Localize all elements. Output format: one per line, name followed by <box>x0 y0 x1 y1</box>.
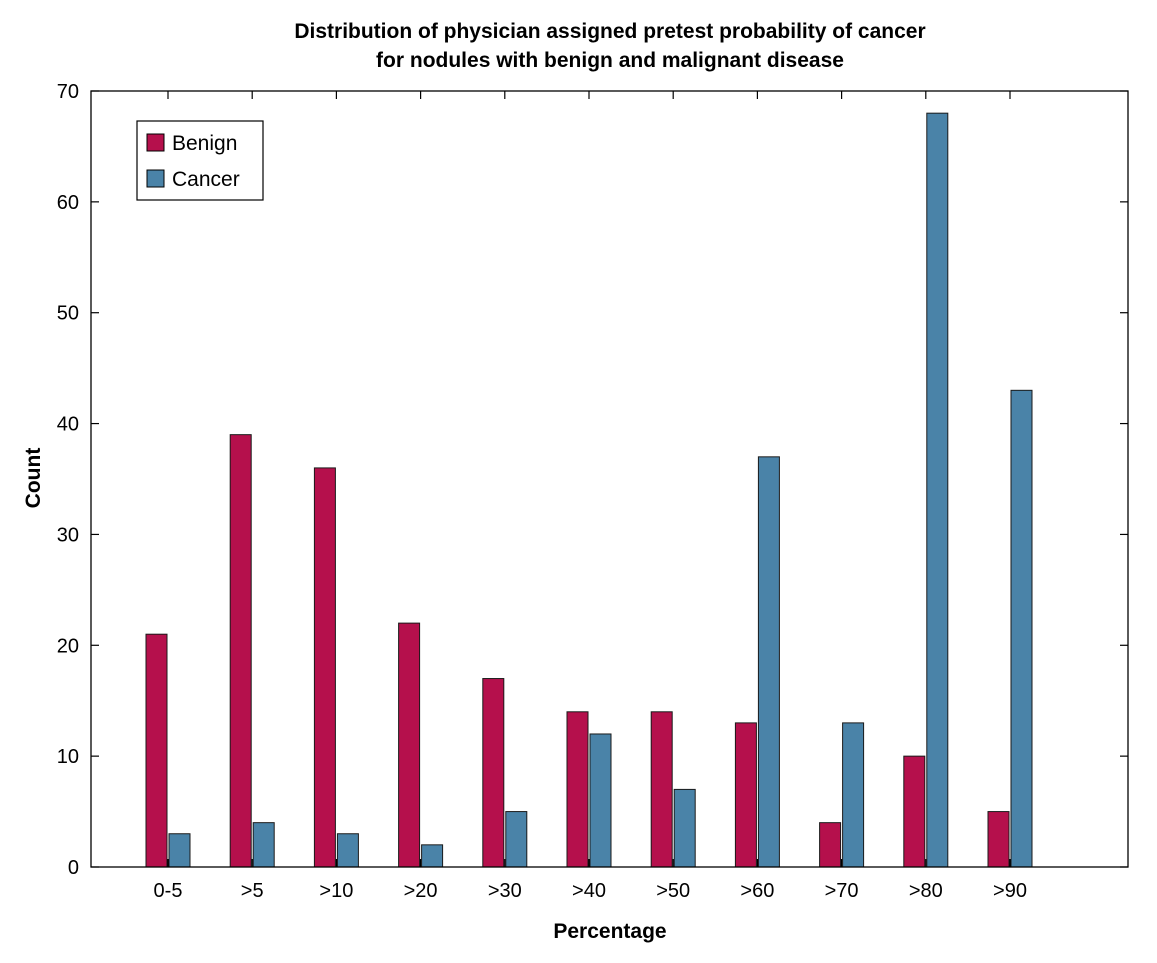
bar-benign-4 <box>482 678 505 868</box>
y-tick-label-1: 10 <box>57 746 79 768</box>
bar-benign-2 <box>313 467 336 868</box>
y-tick-label-3: 30 <box>57 524 79 546</box>
bar-cancer-6 <box>673 788 696 868</box>
bar-cancer-9 <box>926 112 949 868</box>
y-axis-label: Count <box>22 448 45 509</box>
legend-swatch-cancer <box>146 169 165 188</box>
bars-group <box>145 112 1033 868</box>
x-tick-label-10: >90 <box>993 880 1027 902</box>
x-tick-label-2: >10 <box>319 880 353 902</box>
bar-cancer-4 <box>505 811 528 868</box>
bar-cancer-7 <box>757 456 780 868</box>
x-tick-label-1: >5 <box>241 880 264 902</box>
legend-label-benign: Benign <box>172 132 237 155</box>
legend-label-cancer: Cancer <box>172 168 240 191</box>
plot-frame <box>90 90 1129 868</box>
bar-cancer-1 <box>252 822 275 868</box>
axes-group <box>90 90 1129 868</box>
x-tick-label-5: >40 <box>572 880 606 902</box>
bar-cancer-8 <box>842 722 865 868</box>
bar-benign-5 <box>566 711 589 868</box>
bar-benign-10 <box>987 811 1010 868</box>
chart-title-line-1: Distribution of physician assigned prete… <box>294 20 925 43</box>
x-tick-label-8: >70 <box>825 880 859 902</box>
bar-cancer-2 <box>336 833 359 868</box>
y-tick-label-0: 0 <box>68 857 79 879</box>
bar-benign-3 <box>398 622 421 868</box>
bar-benign-0 <box>145 633 168 868</box>
x-tick-label-7: >60 <box>740 880 774 902</box>
y-tick-label-5: 50 <box>57 303 79 325</box>
x-tick-label-9: >80 <box>909 880 943 902</box>
chart-title-line-2: for nodules with benign and malignant di… <box>376 49 844 72</box>
bar-cancer-5 <box>589 733 612 868</box>
x-tick-label-0: 0-5 <box>154 880 183 902</box>
y-tick-labels: 0 10 20 30 40 50 60 70 <box>57 81 79 879</box>
bar-cancer-3 <box>421 844 444 868</box>
x-tick-label-6: >50 <box>656 880 690 902</box>
bar-benign-7 <box>734 722 757 868</box>
bar-cancer-10 <box>1010 389 1033 868</box>
x-tick-label-4: >30 <box>488 880 522 902</box>
y-tick-label-7: 70 <box>57 81 79 103</box>
x-axis-label: Percentage <box>553 920 666 943</box>
x-tick-label-3: >20 <box>404 880 438 902</box>
bar-benign-1 <box>229 434 252 868</box>
x-tick-labels: 0-5 >5 >10 >20 >30 >40 >50 >60 >70 >80 >90 <box>154 880 1027 902</box>
bar-cancer-0 <box>168 833 191 868</box>
bar-benign-9 <box>903 755 926 868</box>
legend: Benign Cancer <box>136 120 264 201</box>
legend-swatch-benign <box>146 133 165 152</box>
y-tick-label-2: 20 <box>57 635 79 657</box>
bar-benign-8 <box>819 822 842 868</box>
bar-benign-6 <box>650 711 673 868</box>
y-tick-label-4: 40 <box>57 414 79 436</box>
y-tick-label-6: 60 <box>57 192 79 214</box>
